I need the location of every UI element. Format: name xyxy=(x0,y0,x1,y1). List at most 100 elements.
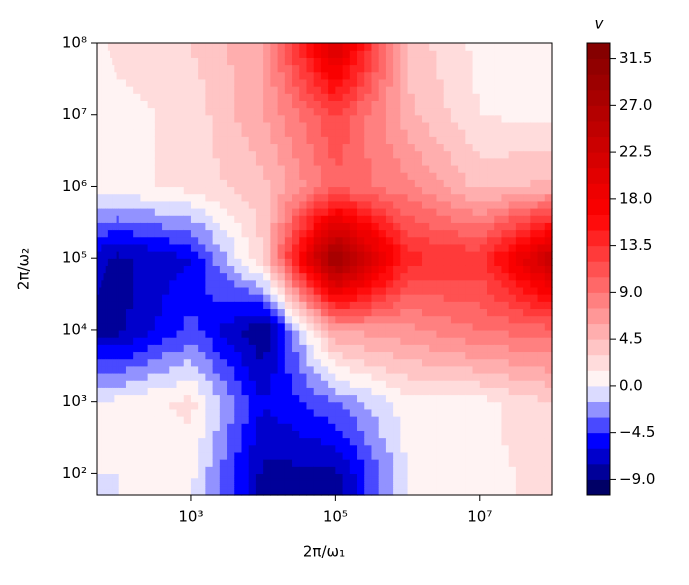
contour-cell xyxy=(320,121,329,130)
contour-cell xyxy=(487,86,495,94)
contour-cell xyxy=(248,193,257,202)
contour-cell xyxy=(169,57,178,66)
contour-cell xyxy=(349,365,358,374)
contour-cell xyxy=(270,157,279,166)
contour-cell xyxy=(465,294,474,302)
contour-cell xyxy=(212,229,221,238)
contour-cell xyxy=(105,114,109,123)
contour-cell xyxy=(523,344,531,353)
contour-cell xyxy=(407,484,416,487)
contour-cell xyxy=(537,473,546,477)
contour-cell xyxy=(263,236,271,245)
contour-cell xyxy=(270,394,279,403)
contour-cell xyxy=(114,229,118,238)
contour-cell xyxy=(99,100,102,109)
contour-cell xyxy=(99,193,102,202)
contour-cell xyxy=(112,322,115,331)
contour-cell xyxy=(515,200,524,209)
contour-cell xyxy=(544,43,553,51)
contour-cell xyxy=(400,150,409,159)
contour-cell xyxy=(116,258,120,266)
contour-cell xyxy=(227,215,235,223)
contour-cell xyxy=(110,358,113,367)
contour-cell xyxy=(270,100,279,109)
contour-cell xyxy=(349,251,358,259)
contour-cell xyxy=(116,64,120,73)
contour-cell xyxy=(241,215,250,223)
contour-cell xyxy=(116,437,120,446)
contour-cell xyxy=(320,100,329,109)
contour-cell xyxy=(205,437,214,446)
contour-cell xyxy=(101,337,105,345)
contour-cell xyxy=(487,401,495,410)
contour-cell xyxy=(371,100,380,109)
contour-cell xyxy=(544,358,553,367)
contour-cell xyxy=(328,265,336,274)
contour-cell xyxy=(263,488,271,492)
contour-cell xyxy=(154,477,163,481)
contour-cell xyxy=(414,50,423,58)
contour-cell xyxy=(306,150,315,159)
contour-cell xyxy=(378,473,387,477)
contour-cell xyxy=(436,236,445,245)
contour-cell xyxy=(450,344,459,353)
contour-cell xyxy=(364,265,373,274)
contour-cell xyxy=(105,222,109,231)
contour-cell xyxy=(125,484,134,487)
contour-cell xyxy=(169,437,178,446)
contour-cell xyxy=(183,207,192,216)
contour-cell xyxy=(176,344,185,353)
contour-cell xyxy=(378,315,387,324)
contour-cell xyxy=(465,251,474,259)
contour-cell xyxy=(116,43,120,51)
contour-cell xyxy=(306,475,315,479)
contour-cell xyxy=(436,329,445,338)
contour-cell xyxy=(292,372,300,381)
contour-cell xyxy=(162,179,170,188)
contour-cell xyxy=(263,329,271,338)
contour-cell xyxy=(292,437,300,446)
contour-cell xyxy=(487,143,495,152)
contour-cell xyxy=(190,337,199,345)
contour-cell xyxy=(241,164,250,173)
contour-cell xyxy=(436,484,445,487)
contour-cell xyxy=(487,279,495,288)
contour-cell xyxy=(364,490,373,494)
contour-cell xyxy=(107,136,111,145)
contour-cell xyxy=(133,121,142,130)
contour-cell xyxy=(472,215,481,223)
contour-cell xyxy=(349,486,358,490)
contour-cell xyxy=(414,71,423,80)
contour-cell xyxy=(97,490,100,494)
contour-cell xyxy=(116,358,120,367)
contour-cell xyxy=(198,401,206,410)
contour-cell xyxy=(414,100,423,109)
contour-cell xyxy=(393,207,401,216)
contour-cell xyxy=(472,444,481,453)
contour-cell xyxy=(140,479,149,483)
contour-cell xyxy=(494,408,503,417)
contour-cell xyxy=(393,179,401,188)
contour-cell xyxy=(400,57,409,66)
contour-cell xyxy=(530,121,539,130)
contour-cell xyxy=(110,157,113,166)
contour-cell xyxy=(407,243,416,252)
contour-cell xyxy=(255,322,264,331)
contour-cell xyxy=(313,222,322,231)
contour-cell xyxy=(118,459,127,467)
contour-cell xyxy=(277,251,286,259)
contour-cell xyxy=(443,372,452,381)
contour-cell xyxy=(530,279,539,288)
colorbar-band xyxy=(587,89,610,106)
contour-cell xyxy=(147,490,156,494)
contour-cell xyxy=(436,358,445,367)
contour-cell xyxy=(103,301,107,310)
contour-cell xyxy=(219,172,228,180)
contour-cell xyxy=(241,50,250,58)
contour-cell xyxy=(335,258,344,266)
contour-cell xyxy=(472,272,481,281)
contour-cell xyxy=(328,272,336,281)
contour-cell xyxy=(101,279,105,288)
contour-cell xyxy=(443,57,452,66)
contour-cell xyxy=(436,258,445,266)
